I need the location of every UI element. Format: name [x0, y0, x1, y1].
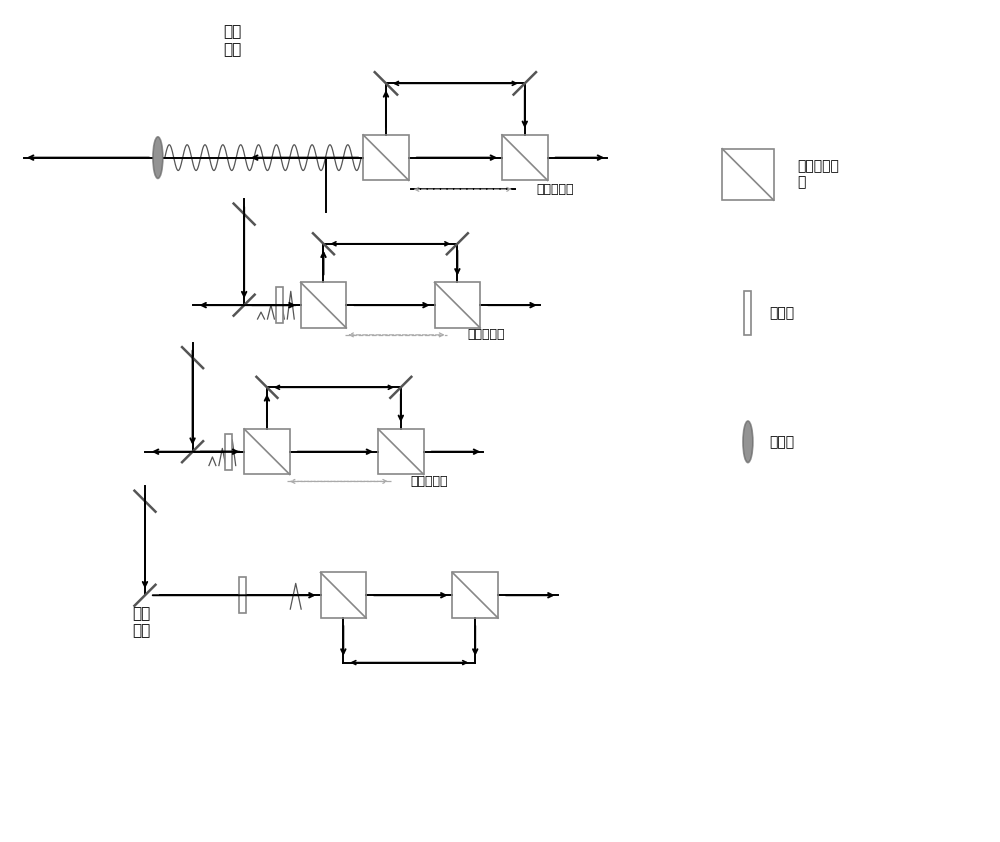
Text: 光学延迟线: 光学延迟线 — [411, 475, 448, 488]
Text: 堆积
脉冲: 堆积 脉冲 — [223, 24, 241, 57]
Text: 光学延迟线: 光学延迟线 — [467, 328, 505, 341]
Bar — [239, 578, 246, 613]
Ellipse shape — [743, 421, 753, 462]
Bar — [225, 434, 232, 470]
Bar — [301, 282, 346, 328]
Bar — [321, 573, 366, 618]
Bar — [378, 429, 424, 474]
Text: 入射
脉冲: 入射 脉冲 — [132, 605, 150, 638]
Bar — [502, 135, 548, 180]
Text: 偏振分光棱
镜: 偏振分光棱 镜 — [798, 159, 839, 189]
Bar — [244, 429, 290, 474]
Bar — [363, 135, 409, 180]
Text: 光学延迟线: 光学延迟线 — [537, 183, 574, 196]
Bar — [744, 291, 751, 335]
Text: 半波片: 半波片 — [770, 306, 795, 320]
Text: 扩束器: 扩束器 — [770, 434, 795, 449]
Bar — [435, 282, 480, 328]
Ellipse shape — [153, 137, 163, 179]
Bar — [722, 149, 774, 200]
Bar — [452, 573, 498, 618]
Bar — [276, 287, 283, 323]
